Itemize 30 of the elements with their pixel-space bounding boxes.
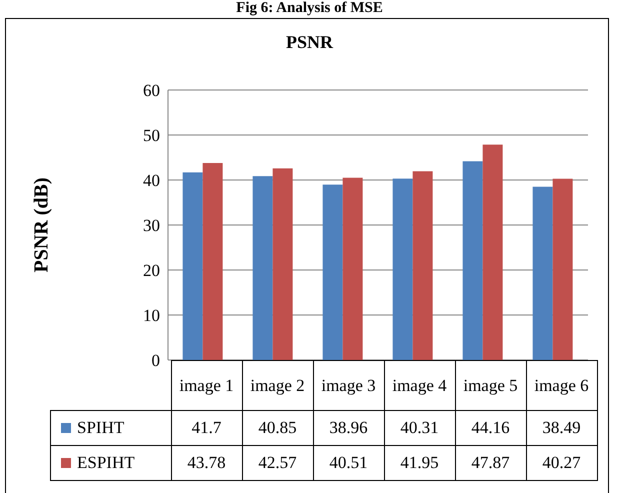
x-tick-label: image 6 bbox=[526, 360, 597, 410]
y-axis-title: PSNR (dB) bbox=[30, 177, 54, 273]
data-label: 40.85 bbox=[242, 410, 313, 446]
data-label: 40.31 bbox=[384, 410, 455, 446]
x-tick-label: image 4 bbox=[384, 360, 455, 410]
y-tick-label: 20 bbox=[143, 261, 160, 280]
legend-label: SPIHT bbox=[50, 410, 171, 446]
data-label: 42.57 bbox=[242, 446, 313, 480]
legend-label: ESPIHT bbox=[50, 446, 171, 480]
x-tick-label: image 3 bbox=[313, 360, 384, 410]
chart-title: PSNR bbox=[284, 32, 334, 53]
y-tick-label: 30 bbox=[143, 216, 160, 236]
data-label: 41.95 bbox=[384, 446, 455, 480]
data-label: 40.27 bbox=[526, 446, 597, 480]
data-label: 43.78 bbox=[171, 446, 242, 480]
data-label: 47.87 bbox=[455, 446, 526, 480]
y-tick-label: 10 bbox=[143, 306, 160, 326]
data-label: 44.16 bbox=[455, 410, 526, 446]
y-tick-label: 50 bbox=[143, 126, 160, 146]
x-tick-label: image 1 bbox=[171, 360, 242, 410]
caption: Fig 6: Analysis of MSE bbox=[235, 0, 384, 17]
data-label: 38.96 bbox=[313, 410, 384, 446]
x-tick-label: image 2 bbox=[242, 360, 313, 410]
y-tick-label: 60 bbox=[143, 81, 160, 100]
y-tick-label: 0 bbox=[152, 351, 160, 370]
y-tick-label: 40 bbox=[143, 171, 160, 190]
x-tick-label: image 5 bbox=[455, 360, 526, 410]
data-label: 41.7 bbox=[171, 410, 242, 446]
data-label: 38.49 bbox=[526, 410, 597, 446]
data-label: 40.51 bbox=[313, 446, 384, 480]
